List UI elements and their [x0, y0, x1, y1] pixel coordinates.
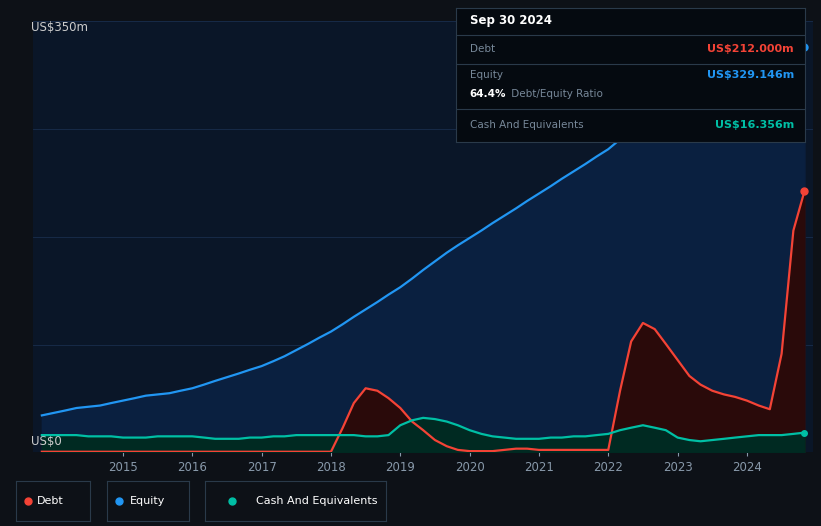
Text: Cash And Equivalents: Cash And Equivalents [470, 119, 583, 129]
Text: Sep 30 2024: Sep 30 2024 [470, 14, 552, 27]
Text: Debt: Debt [37, 496, 64, 506]
Text: US$329.146m: US$329.146m [707, 70, 794, 80]
Text: Equity: Equity [130, 496, 165, 506]
Text: US$16.356m: US$16.356m [715, 119, 794, 129]
Text: US$350m: US$350m [31, 21, 89, 34]
Text: Debt: Debt [470, 44, 495, 54]
Text: Cash And Equivalents: Cash And Equivalents [256, 496, 378, 506]
Text: US$212.000m: US$212.000m [708, 44, 794, 54]
Text: Debt/Equity Ratio: Debt/Equity Ratio [508, 89, 603, 99]
Text: 64.4%: 64.4% [470, 89, 506, 99]
Text: Equity: Equity [470, 70, 502, 80]
Text: US$0: US$0 [31, 435, 62, 448]
